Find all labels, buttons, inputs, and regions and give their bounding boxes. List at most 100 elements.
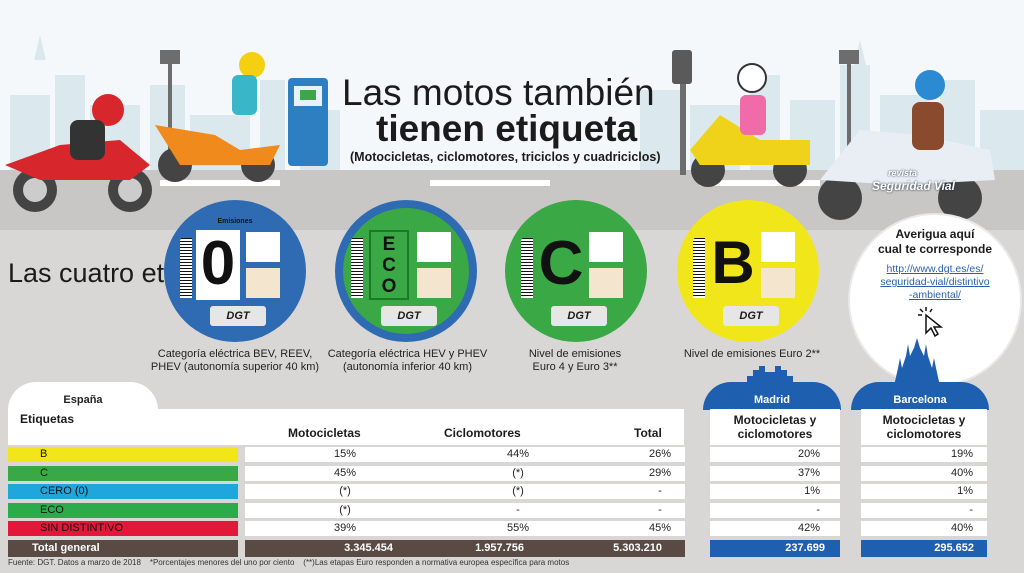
dgt-link-line[interactable]: -ambiental/ xyxy=(909,289,961,301)
info-question: Averigua aquí cual te corresponde xyxy=(850,227,1020,257)
spain-table-header-bg xyxy=(8,409,684,445)
total-row-label: Total general xyxy=(32,542,100,554)
table-cell-total: - xyxy=(658,504,662,516)
road-marking xyxy=(700,180,820,186)
table-cell-barcelona: - xyxy=(969,504,973,516)
table-row-label: C xyxy=(8,466,238,481)
table-cell-moto: (*) xyxy=(339,504,351,516)
footnote-note-1: *Porcentajes menores del uno por ciento xyxy=(149,558,295,567)
footnote-note-2: (**)Las etapas Euro responden a normativ… xyxy=(303,558,570,567)
caption-line: (autonomía inferior 40 km) xyxy=(343,361,472,373)
caption-line: PHEV (autonomía superior 40 km) xyxy=(150,361,320,373)
table-row-barcelona-bg xyxy=(861,484,987,499)
table-cell-total: 29% xyxy=(648,467,672,479)
barcode-icon xyxy=(693,238,705,298)
table-header-etiquetas: Etiquetas xyxy=(20,412,75,426)
caption-line: Nivel de emisiones xyxy=(528,348,622,360)
badge-letter: ECO xyxy=(381,234,397,297)
badge-hologram-box xyxy=(761,268,795,298)
footnote-source: Fuente: DGT. Datos a marzo de 2018 xyxy=(8,558,141,567)
table-cell-ciclo: 44% xyxy=(506,448,530,460)
footnote: Fuente: DGT. Datos a marzo de 2018 *Porc… xyxy=(8,558,569,567)
revista-seguridad-vial-logo: revista Seguridad Vial xyxy=(870,168,970,196)
tab-espana-label: España xyxy=(63,394,103,406)
logo-line-1: revista xyxy=(888,168,918,178)
table-header-ciclomotores: Ciclomotores xyxy=(444,426,521,440)
total-row-madrid-bg xyxy=(710,540,840,557)
badge-hologram-box xyxy=(417,268,451,298)
info-circle: Averigua aquí cual te corresponde http:/… xyxy=(850,215,1020,385)
total-row-total: 5.303.210 xyxy=(613,542,662,554)
page-title-line-2: tienen etiqueta xyxy=(376,108,638,149)
table-row-madrid-bg xyxy=(710,484,840,499)
table-cell-madrid: - xyxy=(816,504,820,516)
table-cell-total: 26% xyxy=(648,448,672,460)
barcelona-sagrada-familia-icon xyxy=(894,338,940,386)
table-row-label: ECO xyxy=(8,503,238,518)
table-row-spain-bg xyxy=(245,503,685,518)
table-header-madrid-line: ciclomotores xyxy=(737,427,813,441)
tab-espana: España xyxy=(8,382,158,410)
caption-line: Nivel de emisiones Euro 2** xyxy=(683,348,821,360)
badge-c: C DGT xyxy=(505,200,647,342)
total-row-madrid: 237.699 xyxy=(785,542,825,554)
table-cell-madrid: 42% xyxy=(797,522,820,534)
dgt-logo: DGT xyxy=(723,306,779,326)
badge-cero-caption: Categoría eléctrica BEV, REEV, PHEV (aut… xyxy=(140,348,330,374)
badge-letter: 0 xyxy=(200,229,236,298)
table-header-barcelona: Motocicletas y ciclomotores xyxy=(861,413,987,441)
caption-line: Categoría eléctrica BEV, REEV, xyxy=(157,348,313,360)
motorcycles-illustration xyxy=(5,50,995,220)
dgt-link-line[interactable]: seguridad-vial/distintivo xyxy=(880,276,990,288)
info-question-line: cual te corresponde xyxy=(877,242,993,256)
table-cell-moto: 45% xyxy=(333,467,357,479)
badge-eco: ECO DGT xyxy=(335,200,477,342)
table-cell-barcelona: 19% xyxy=(950,448,973,460)
badge-white-box xyxy=(589,232,623,262)
barcode-icon xyxy=(521,238,533,298)
info-question-line: Averigua aquí xyxy=(895,227,975,241)
table-cell-madrid: 37% xyxy=(797,467,820,479)
road-marking xyxy=(430,180,550,186)
badge-letter-box xyxy=(196,230,240,300)
table-cell-moto: 15% xyxy=(333,448,357,460)
total-row-moto: 3.345.454 xyxy=(344,542,393,554)
table-row-barcelona-bg xyxy=(861,503,987,518)
tab-barcelona-label: Barcelona xyxy=(893,394,947,406)
table-row-madrid-bg xyxy=(710,503,840,518)
table-header-barcelona-line: Motocicletas y xyxy=(882,413,966,427)
table-row-label: B xyxy=(8,447,238,462)
table-cell-ciclo: 55% xyxy=(506,522,530,534)
barcelona-table-header-bg xyxy=(861,409,987,445)
table-cell-barcelona: 40% xyxy=(950,522,973,534)
table-row-madrid-bg xyxy=(710,447,840,462)
total-row-label-bg xyxy=(8,540,238,557)
table-row-spain-bg xyxy=(245,466,685,481)
badge-letter-box xyxy=(369,230,409,300)
table-cell-moto: 39% xyxy=(333,522,357,534)
barcode-icon xyxy=(351,238,363,298)
badge-eco-caption: Categoría eléctrica HEV y PHEV (autonomí… xyxy=(315,348,500,374)
table-header-total: Total xyxy=(634,426,662,440)
table-row-label: CERO (0) xyxy=(8,484,238,499)
madrid-table-header-bg xyxy=(710,409,840,445)
dgt-link-line[interactable]: http://www.dgt.es/es/ xyxy=(886,263,984,275)
table-header-barcelona-line: ciclomotores xyxy=(886,427,962,441)
badge-cero-inner: Emisiones 0 DGT xyxy=(172,208,298,334)
logo-line-2: Seguridad Vial xyxy=(872,179,955,193)
tab-madrid-label: Madrid xyxy=(753,394,791,406)
table-cell-ciclo: (*) xyxy=(512,485,524,497)
table-row-spain-bg xyxy=(245,447,685,462)
table-header-motocicletas: Motocicletas xyxy=(288,426,361,440)
dgt-logo: DGT xyxy=(210,306,266,326)
page-title-line-1: Las motos también xyxy=(342,72,655,113)
table-cell-ciclo: - xyxy=(516,504,520,516)
dgt-link[interactable]: http://www.dgt.es/es/ seguridad-vial/dis… xyxy=(858,263,1012,302)
table-row-barcelona-bg xyxy=(861,466,987,481)
table-cell-barcelona: 1% xyxy=(957,485,973,497)
badge-hologram-box xyxy=(589,268,623,298)
badge-b-inner: B DGT xyxy=(685,208,811,334)
total-row-barcelona: 295.652 xyxy=(934,542,974,554)
table-cell-ciclo: (*) xyxy=(512,467,524,479)
badge-cero: Emisiones 0 DGT xyxy=(164,200,306,342)
